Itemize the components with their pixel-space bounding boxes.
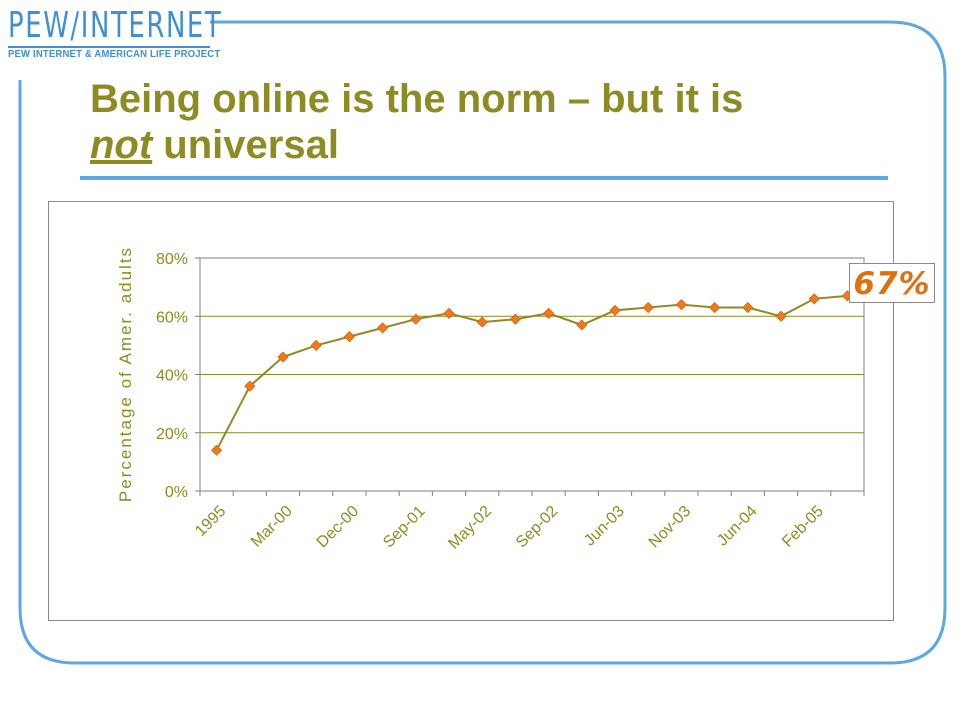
x-axis: 1995 Mar-00 Dec-00 Sep-01 May-02 Sep-02 Jun-03… xyxy=(192,491,865,553)
pew-internet-logo: PEW/INTERNET xyxy=(8,5,223,46)
title-divider xyxy=(80,176,888,180)
x-tick-label: Jun-04 xyxy=(714,503,761,550)
x-tick-label: May-02 xyxy=(445,503,495,553)
title-line-1: Being online is the norm – but it is xyxy=(90,77,744,121)
chart-container: 0% 20% 40% 60% 80% 1995 Mar-00 Dec-00 Sep-01 May… xyxy=(48,201,894,621)
x-tick-label: Jun-03 xyxy=(581,503,628,550)
data-point xyxy=(211,444,223,456)
x-tick-label: Mar-00 xyxy=(248,503,296,551)
y-tick-label: 0% xyxy=(165,484,188,501)
data-point xyxy=(244,380,256,392)
data-point xyxy=(277,351,289,363)
data-point xyxy=(742,301,754,314)
data-point xyxy=(609,304,621,316)
x-tick-label: Dec-00 xyxy=(314,503,363,552)
logo-underline xyxy=(8,46,210,48)
data-point xyxy=(576,319,588,331)
logo-subtitle: PEW INTERNET & AMERICAN LIFE PROJECT xyxy=(8,49,221,60)
data-point xyxy=(775,310,787,322)
gridlines xyxy=(200,315,864,434)
y-tick-label: 40% xyxy=(156,368,188,385)
y-axis: 0% 20% 40% 60% 80% xyxy=(156,251,200,501)
data-point xyxy=(410,313,422,325)
data-point xyxy=(377,322,389,334)
data-point xyxy=(443,307,455,319)
y-tick-label: 20% xyxy=(156,426,188,443)
data-point xyxy=(509,313,521,325)
title-line-2: universal xyxy=(152,123,339,167)
x-tick-label: Nov-03 xyxy=(646,503,695,552)
x-tick-label: Sep-02 xyxy=(513,503,562,552)
line-chart: 0% 20% 40% 60% 80% 1995 Mar-00 Dec-00 Sep-01 May… xyxy=(116,246,865,553)
data-point xyxy=(642,301,654,314)
y-tick-label: 60% xyxy=(156,309,188,326)
data-point xyxy=(476,316,488,328)
title-emphasis: not xyxy=(90,123,153,167)
data-point xyxy=(808,293,820,305)
slide-title: Being online is the norm – but it is not… xyxy=(90,76,910,168)
latest-value-callout: 67% xyxy=(849,263,935,303)
series-line xyxy=(215,294,848,451)
x-tick-label: Feb-05 xyxy=(779,503,827,551)
y-tick-label: 80% xyxy=(156,251,188,268)
data-point xyxy=(343,331,355,343)
y-axis-label: Percentage of Amer. adults xyxy=(116,246,135,502)
data-point xyxy=(310,339,322,351)
x-tick-label: 1995 xyxy=(192,503,229,540)
data-point xyxy=(675,299,687,311)
x-tick-label: Sep-01 xyxy=(380,503,429,552)
data-point xyxy=(543,307,555,319)
data-point xyxy=(709,301,721,314)
